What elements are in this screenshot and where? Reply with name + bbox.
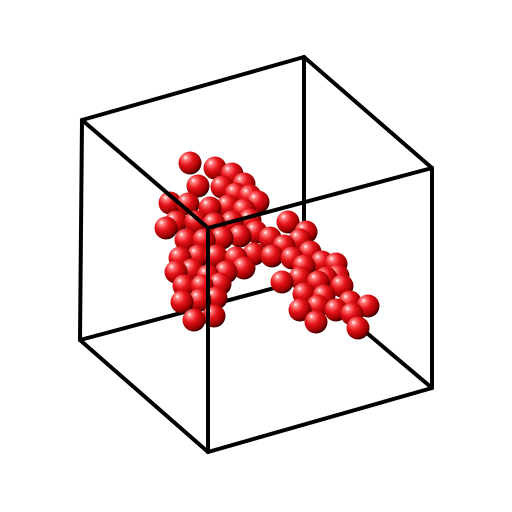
atom-sphere bbox=[304, 310, 328, 334]
box-edge bbox=[80, 118, 210, 230]
atom-sphere bbox=[188, 288, 212, 312]
atom-sphere bbox=[228, 224, 252, 248]
atom-sphere bbox=[158, 191, 182, 215]
box-edge bbox=[302, 55, 434, 170]
atom-sphere bbox=[202, 304, 226, 328]
atom-sphere bbox=[186, 174, 210, 198]
atom-sphere bbox=[270, 270, 294, 294]
box-edge bbox=[206, 166, 434, 230]
atom-sphere bbox=[184, 210, 208, 234]
box-edge bbox=[78, 118, 84, 342]
box-edge bbox=[80, 55, 306, 122]
atom-sphere bbox=[346, 316, 370, 340]
atom-sphere bbox=[154, 216, 178, 240]
box-edge bbox=[206, 386, 434, 454]
atom-sphere bbox=[232, 256, 256, 280]
box-front-edges bbox=[80, 118, 434, 454]
atom-sphere bbox=[176, 192, 200, 216]
atom-sphere bbox=[276, 210, 300, 234]
atom-sphere bbox=[182, 308, 206, 332]
atom-sphere bbox=[210, 226, 234, 250]
box-edge bbox=[78, 338, 210, 454]
atom-sphere bbox=[178, 151, 202, 175]
atom-sphere bbox=[170, 290, 194, 314]
atom-sphere bbox=[260, 244, 284, 268]
atom-sphere bbox=[174, 228, 198, 252]
atom-sphere bbox=[288, 298, 312, 322]
